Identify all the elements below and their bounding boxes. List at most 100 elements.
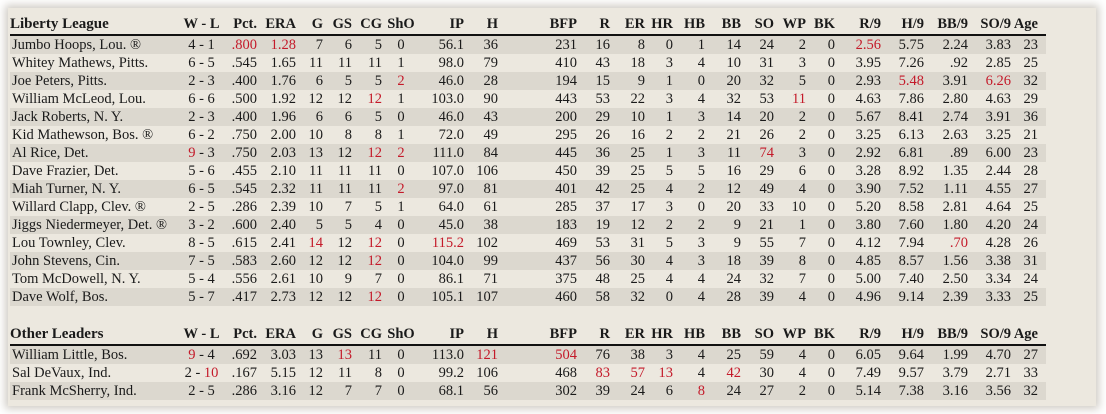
column-header[interactable]: Age bbox=[1011, 322, 1046, 346]
column-header[interactable]: BFP bbox=[498, 12, 577, 36]
stat-r9: 5.00 bbox=[855, 271, 881, 287]
stat-ip: 98.0 bbox=[438, 55, 464, 71]
column-header[interactable]: W - L bbox=[175, 322, 228, 346]
column-header[interactable]: H bbox=[464, 12, 498, 36]
stat-h9: 8.41 bbox=[881, 108, 924, 126]
stat-bb: 25 bbox=[705, 345, 741, 364]
stat-so9: 3.83 bbox=[968, 35, 1011, 54]
column-header[interactable]: R/9 bbox=[835, 12, 881, 36]
column-header[interactable]: HR bbox=[645, 322, 673, 346]
stat-wp: 4 bbox=[774, 288, 806, 306]
column-header[interactable]: H bbox=[464, 322, 498, 346]
wins: 6 bbox=[188, 55, 196, 71]
stat-so9: 4.28 bbox=[985, 235, 1011, 251]
losses: 5 bbox=[207, 253, 215, 269]
stat-hr: 5 bbox=[665, 163, 673, 179]
column-header[interactable]: BB bbox=[705, 12, 741, 36]
column-header[interactable]: R bbox=[577, 322, 610, 346]
stat-age: 25 bbox=[1023, 199, 1039, 215]
column-header[interactable]: SO/9 bbox=[968, 322, 1011, 346]
stat-gs: 12 bbox=[323, 252, 352, 270]
column-header[interactable]: G bbox=[296, 12, 323, 36]
column-header[interactable]: BK bbox=[806, 322, 835, 346]
stat-bk: 0 bbox=[806, 382, 835, 400]
column-header[interactable]: CG bbox=[352, 322, 382, 346]
column-header[interactable]: CG bbox=[352, 12, 382, 36]
column-header[interactable]: ShO bbox=[382, 322, 420, 346]
column-header[interactable]: ShO bbox=[382, 12, 420, 36]
stat-era: 1.76 bbox=[257, 72, 296, 90]
column-header[interactable]: HR bbox=[645, 12, 673, 36]
liberty-league-table: Liberty League W - L Pct. ERA G GS CG ShO IP H BFP… bbox=[10, 12, 1046, 306]
column-header[interactable]: ER bbox=[610, 12, 645, 36]
stat-sho: 2 bbox=[382, 144, 420, 162]
stat-hr: 0 bbox=[645, 288, 673, 306]
losses: 2 bbox=[207, 217, 215, 233]
stat-g: 13 bbox=[296, 345, 323, 364]
column-header[interactable]: BFP bbox=[498, 322, 577, 346]
column-header[interactable]: H/9 bbox=[881, 322, 924, 346]
column-header[interactable]: IP bbox=[420, 322, 464, 346]
stat-bb: 12 bbox=[705, 180, 741, 198]
column-header[interactable]: R/9 bbox=[835, 322, 881, 346]
stat-age: 32 bbox=[1011, 382, 1046, 400]
stat-hb: 2 bbox=[673, 216, 705, 234]
stat-r: 58 bbox=[577, 288, 610, 306]
stat-pct: .500 bbox=[231, 91, 257, 107]
column-header[interactable]: HB bbox=[673, 12, 705, 36]
stat-bb: 11 bbox=[705, 144, 741, 162]
column-header[interactable]: G bbox=[296, 322, 323, 346]
column-header[interactable]: W - L bbox=[175, 12, 228, 36]
stat-sho: 2 bbox=[382, 72, 420, 90]
column-header[interactable]: HB bbox=[673, 322, 705, 346]
stat-er: 25 bbox=[630, 163, 646, 179]
column-header[interactable]: WP bbox=[774, 322, 806, 346]
column-header[interactable]: Pct. bbox=[228, 12, 257, 36]
column-header[interactable]: BB/9 bbox=[924, 322, 968, 346]
column-header[interactable]: WP bbox=[774, 12, 806, 36]
stat-so9: 6.00 bbox=[968, 144, 1011, 162]
stat-h9: 7.26 bbox=[898, 55, 924, 71]
stat-r: 16 bbox=[577, 35, 610, 54]
column-header[interactable]: BK bbox=[806, 12, 835, 36]
column-header[interactable]: GS bbox=[323, 12, 352, 36]
losses: 3 bbox=[207, 109, 215, 125]
stat-r: 53 bbox=[595, 91, 611, 107]
column-header[interactable]: SO bbox=[741, 12, 774, 36]
stat-pct: .286 bbox=[231, 199, 257, 215]
column-header[interactable]: BB/9 bbox=[924, 12, 968, 36]
column-header[interactable]: SO/9 bbox=[968, 12, 1011, 36]
stat-bfp: 231 bbox=[498, 35, 577, 54]
column-header[interactable]: ERA bbox=[257, 12, 296, 36]
stat-bb: 9 bbox=[705, 216, 741, 234]
win-loss: 2 - 5 bbox=[175, 198, 228, 216]
wins: 6 bbox=[188, 181, 196, 197]
stat-cg: 7 bbox=[352, 382, 382, 400]
stat-hb: 4 bbox=[673, 345, 705, 364]
stat-bb9: 1.35 bbox=[942, 163, 968, 179]
column-header[interactable]: BB bbox=[705, 322, 741, 346]
column-header[interactable]: Age bbox=[1011, 12, 1046, 36]
table-row: Dave Frazier, Det. 5 - 6.455 2.10 11 11 11 0 10… bbox=[10, 162, 1046, 180]
column-header[interactable]: Pct. bbox=[228, 322, 257, 346]
win-loss: 8 - 5 bbox=[175, 234, 228, 252]
stat-g: 10 bbox=[308, 127, 324, 143]
stat-r9: 2.56 bbox=[835, 35, 881, 54]
column-header[interactable]: ER bbox=[610, 322, 645, 346]
stat-r: 26 bbox=[595, 127, 611, 143]
column-header[interactable]: IP bbox=[420, 12, 464, 36]
column-header[interactable]: GS bbox=[323, 322, 352, 346]
stat-er: 22 bbox=[630, 91, 646, 107]
column-header[interactable]: SO bbox=[741, 322, 774, 346]
column-header[interactable]: ERA bbox=[257, 322, 296, 346]
column-header[interactable]: R bbox=[577, 12, 610, 36]
stat-h9: 6.13 bbox=[898, 127, 924, 143]
stat-era: 2.00 bbox=[270, 127, 296, 143]
wins: 2 bbox=[188, 383, 196, 399]
stat-bb9: 3.91 bbox=[924, 72, 968, 90]
table-row: Whitey Mathews, Pitts. 6 - 5.545 1.65 11 11 1… bbox=[10, 54, 1046, 72]
stat-er: 31 bbox=[630, 235, 646, 251]
stat-cg: 11 bbox=[352, 345, 382, 364]
stat-g: 6 bbox=[296, 72, 323, 90]
column-header[interactable]: H/9 bbox=[881, 12, 924, 36]
